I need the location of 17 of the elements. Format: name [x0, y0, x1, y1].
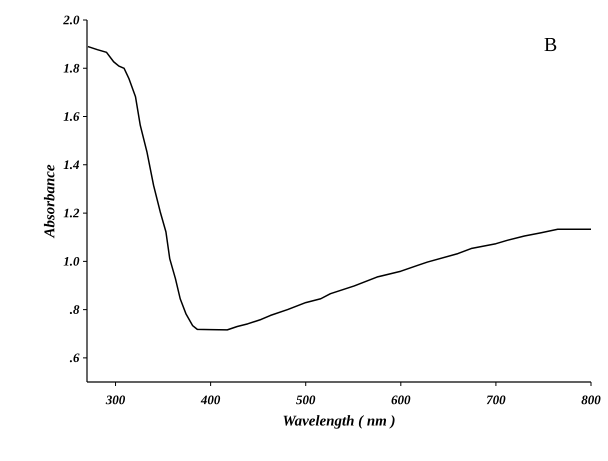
x-axis-title: Wavelength ( nm ): [284, 415, 395, 429]
y-tick-label: 1.6: [64, 112, 80, 121]
x-tick-label: 800: [582, 396, 600, 404]
y-tick-label: 1.4: [64, 160, 80, 170]
y-tick-label: .6: [70, 353, 80, 362]
y-tick-label: 1.0: [64, 256, 80, 266]
y-axis-title: Absorbance: [44, 164, 54, 238]
x-tick-label: 500: [296, 396, 316, 404]
y-tick-label: 2.0: [63, 16, 80, 24]
y-tick-label: 1.2: [64, 208, 80, 218]
x-tick-label: 600: [392, 396, 410, 404]
x-tick-label: 700: [486, 396, 506, 404]
annotation: B: [544, 38, 556, 52]
y-tick-label: 1.8: [64, 64, 80, 73]
y-tick-label: .8: [70, 305, 80, 314]
x-tick-label: 400: [200, 396, 220, 404]
x-tick-label: 300: [106, 396, 126, 404]
